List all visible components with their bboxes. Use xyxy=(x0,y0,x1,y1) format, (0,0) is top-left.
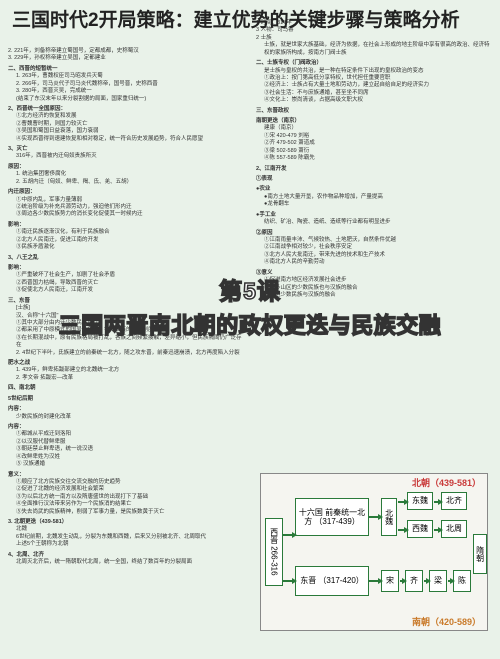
arrow xyxy=(434,501,439,503)
note-line: 纺织、矿冶、陶瓷、造纸、造纸等行业都有明显进步 xyxy=(256,219,494,226)
box-shiliuguo: 十六国 前秦统一北方 （317-439） xyxy=(295,498,369,536)
box-xiwei: 西魏 xyxy=(407,520,433,538)
lesson-overlay: 第5课 三国两晋南北朝的政权更迭与民族交融 xyxy=(0,272,500,340)
box-sui: 隋朝 xyxy=(473,534,487,574)
arrow xyxy=(448,580,451,582)
box-dongwei: 东魏 xyxy=(407,492,433,510)
note-line: ⑤ 汉族通婚 xyxy=(8,461,246,468)
note-line: ②促进了北魏的经济发展和社会繁荣 xyxy=(8,486,246,493)
arrow xyxy=(398,529,405,531)
note-line: 意义： xyxy=(8,472,246,479)
note-line: ●农业 xyxy=(256,186,494,193)
box-qi: 齐 xyxy=(405,570,423,592)
dynasty-diagram: 北朝（439-581） 南朝（420-589） 西晋 266-316 十六国 前… xyxy=(260,473,488,631)
box-chen: 陈 xyxy=(453,570,471,592)
note-line: 1. 统治集团奢侈腐化 xyxy=(8,171,246,178)
arrow xyxy=(369,516,379,518)
arrow xyxy=(424,580,427,582)
note-line: 四、南北朝 xyxy=(8,385,246,392)
box-beizhou: 北周 xyxy=(441,520,467,538)
note-line: 上述5个王朝称为北朝 xyxy=(8,541,246,548)
note-line: (结束了东汉末年以来分裂割据的局面，国家重归统一) xyxy=(8,96,246,103)
note-line: ④实现西晋得到速建恢复和相对稳定，统一符合历史发展趋势，符合人民愿望 xyxy=(8,136,246,143)
note-line: ●手工业 xyxy=(256,212,494,219)
note-line: ②齐 479-502 萧道成 xyxy=(256,140,494,147)
note-line: 内容： xyxy=(8,406,246,413)
box-xijin: 西晋 266-316 xyxy=(265,518,283,586)
lesson-number: 第5课 xyxy=(0,272,500,306)
arrow xyxy=(400,580,403,582)
note-line: ●南方土地大量开垦，农作物品种增加，产量提高 xyxy=(256,194,494,201)
note-line: ②原因 xyxy=(256,230,494,237)
note-line: ①北方经济的恢复和发展 xyxy=(8,113,246,120)
note-line: ④文化上：崇尚清谈，占据高级文职大权 xyxy=(256,97,494,104)
south-dynasties-label: 南朝（420-589） xyxy=(412,615,481,628)
note-line: 1. 439年，鲜卑拓跋部建立的北魏统一北方 xyxy=(8,367,246,374)
note-line: ②经济上：士族占有大量土地和劳动力，建立起自给自足的经济实力 xyxy=(256,82,494,89)
note-line: 是士族与皇权的共治，是一种在特定条件下出现的皇权政治的变态 xyxy=(256,68,494,75)
note-line: 3. 229年，孙权称帝建立吴国，定都建业 xyxy=(8,55,246,62)
arrow xyxy=(434,529,439,531)
note-line: ⑤失去尚武的民族精神，削弱了军事力量，是民族数黄于灭亡 xyxy=(8,509,246,516)
note-line: 北周灭北齐后，统一隋朝取代北周，统一全国，终结了数百年的分裂局面 xyxy=(8,559,246,566)
note-line: ③吴国和蜀国日益衰落，国力衰弱 xyxy=(8,128,246,135)
note-line: ③民族矛盾激化 xyxy=(8,244,246,251)
note-line: 内迁原因： xyxy=(8,189,246,196)
arrow xyxy=(369,580,379,582)
note-line: ①南迁民族逐渐汉化，有利于民族融合 xyxy=(8,229,246,236)
arrow xyxy=(398,501,405,503)
box-song: 宋 xyxy=(381,570,399,592)
page-title: 三国时代2开局策略：建立优势的关键步骤与策略分析 xyxy=(12,8,488,35)
note-line: ①中原内乱，军事力量薄弱 xyxy=(8,197,246,204)
note-line: 2. 266年，司马炎代子司马炎代魏称帝，国号晋，史称西晋 xyxy=(8,81,246,88)
note-line: ③朝廷禁止鲜卑语，统一说汉语 xyxy=(8,446,246,453)
note-line: 3. 北朝更迭（439-581） xyxy=(8,519,246,526)
note-line: ●龙骨翻车 xyxy=(256,201,494,208)
lesson-title: 三国两晋南北朝的政权更迭与民族交融 xyxy=(0,308,500,340)
note-line: ④南北方人民的辛勤劳动 xyxy=(256,259,494,266)
box-beiqi: 北齐 xyxy=(441,492,467,510)
note-line: ④改鲜卑姓为汉姓 xyxy=(8,454,246,461)
note-line: 士族，就是世家大族基础，经济为依据，在社会上形成的地主阶级中享有很高的政治、经济… xyxy=(256,42,494,57)
notes-column-right: 1 时间：317年3 人物：司马睿2 士族士族，就是世家大族基础，经济为依据，在… xyxy=(256,20,494,299)
note-line: 建康（南京） xyxy=(256,125,494,132)
box-dongjin: 东晋 （317-420） xyxy=(295,566,369,596)
note-line: ①都城从平成迁到洛阳 xyxy=(8,431,246,438)
box-liang: 梁 xyxy=(429,570,447,592)
note-line: 3. 280年，西晋灭吴，完成统一 xyxy=(8,88,246,95)
note-line: 2. 五胡内迁（匈奴、鲜卑、羯、氐、羌、五胡） xyxy=(8,179,246,186)
note-line: 5世纪后期 xyxy=(8,396,246,403)
note-line: 3、八王之乱 xyxy=(8,255,246,262)
note-line: ①表现 xyxy=(256,176,494,183)
note-line: 2. 孝文帝 拓跋宏—改革 xyxy=(8,375,246,382)
note-line: ②江南战争相对较少，社会秩序安定 xyxy=(256,244,494,251)
note-line: ③周边各少数民族势力的消长变化促使其一时候内迁 xyxy=(8,211,246,218)
note-line: 北魏 xyxy=(8,526,246,533)
note-line: 2、江南开发 xyxy=(256,166,494,173)
note-line: 二、士族专权（门阀政治） xyxy=(256,60,494,67)
arrow xyxy=(283,534,293,536)
note-line: 三、东晋政权 xyxy=(256,108,494,115)
arrow xyxy=(283,580,293,582)
note-line: 1. 263年，曹魏权臣司马昭发兵灭蜀 xyxy=(8,73,246,80)
note-line: ④全面推行汉法带来另作为一个民族消的结果亡 xyxy=(8,501,246,508)
note-line: 少数民族的封建化改革 xyxy=(8,414,246,421)
note-line: ②北方人民南迁，促进江南的开发 xyxy=(8,237,246,244)
north-dynasties-label: 北朝（439-581） xyxy=(412,476,481,489)
note-line: 316年，西晋被内迁匈奴贵族所灭 xyxy=(8,153,246,160)
note-line: 2. 4世纪下半叶，氐族建立的前秦统一北方，随之攻东晋，前秦迅速崩溃，北方再度陷… xyxy=(8,350,246,357)
note-line: ④陈 557-589 陈霸先 xyxy=(256,155,494,162)
box-beiwei: 北魏 xyxy=(381,498,397,536)
